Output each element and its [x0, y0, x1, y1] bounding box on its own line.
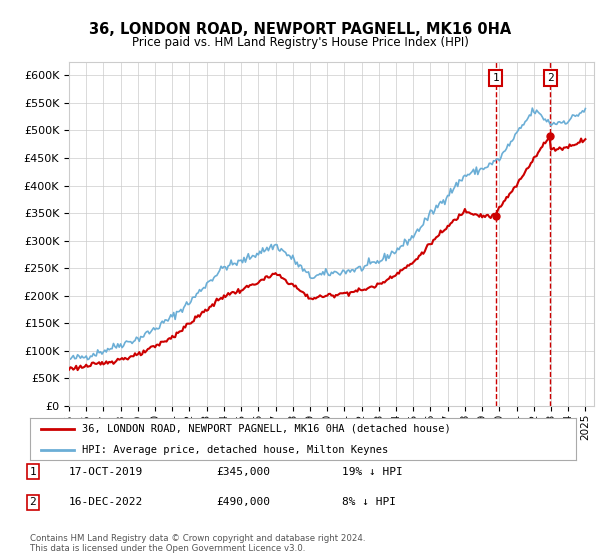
Text: 1: 1: [493, 73, 499, 83]
Text: 16-DEC-2022: 16-DEC-2022: [69, 497, 143, 507]
Text: Price paid vs. HM Land Registry's House Price Index (HPI): Price paid vs. HM Land Registry's House …: [131, 36, 469, 49]
Text: HPI: Average price, detached house, Milton Keynes: HPI: Average price, detached house, Milt…: [82, 445, 388, 455]
Text: 2: 2: [547, 73, 554, 83]
Text: 2: 2: [29, 497, 37, 507]
Text: 17-OCT-2019: 17-OCT-2019: [69, 466, 143, 477]
Text: 8% ↓ HPI: 8% ↓ HPI: [342, 497, 396, 507]
Text: £490,000: £490,000: [216, 497, 270, 507]
Text: £345,000: £345,000: [216, 466, 270, 477]
Text: 19% ↓ HPI: 19% ↓ HPI: [342, 466, 403, 477]
Text: 36, LONDON ROAD, NEWPORT PAGNELL, MK16 0HA (detached house): 36, LONDON ROAD, NEWPORT PAGNELL, MK16 0…: [82, 424, 451, 434]
Text: 1: 1: [29, 466, 37, 477]
Text: 36, LONDON ROAD, NEWPORT PAGNELL, MK16 0HA: 36, LONDON ROAD, NEWPORT PAGNELL, MK16 0…: [89, 22, 511, 38]
Text: Contains HM Land Registry data © Crown copyright and database right 2024.
This d: Contains HM Land Registry data © Crown c…: [30, 534, 365, 553]
